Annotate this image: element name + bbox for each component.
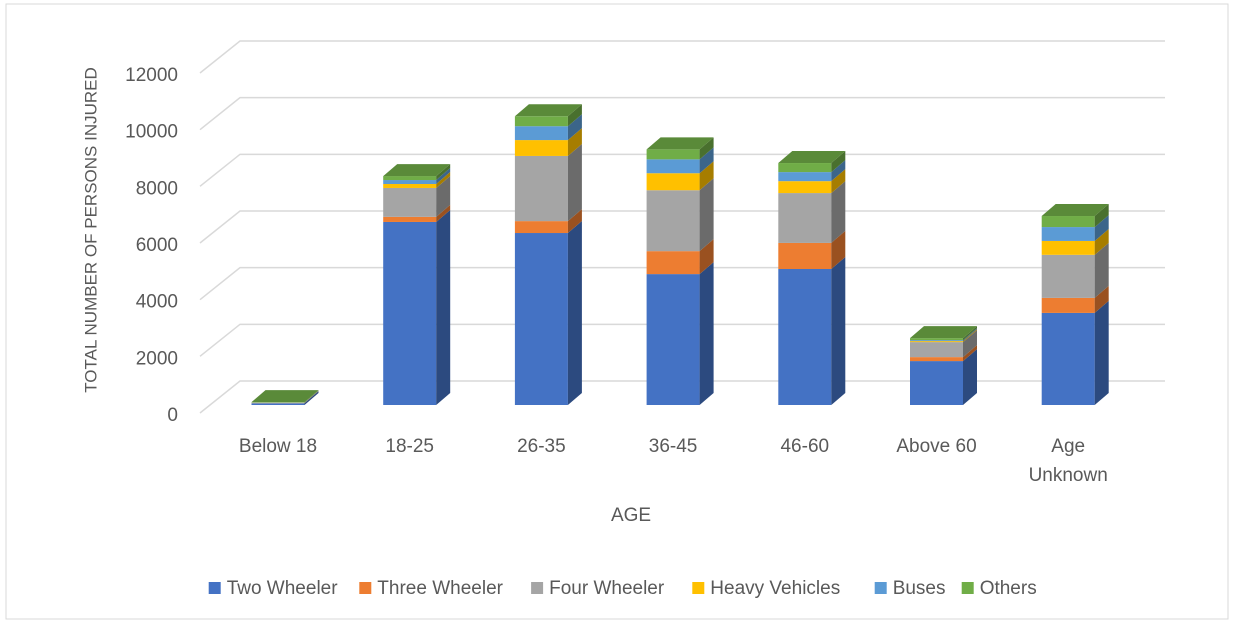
bar-front <box>647 159 700 173</box>
bar-front <box>647 190 700 251</box>
bar-front <box>647 274 700 405</box>
bar-front <box>383 184 436 188</box>
legend-label: Two Wheeler <box>227 578 339 599</box>
bar-front <box>778 243 831 269</box>
x-tick-label: 18-25 <box>385 436 434 457</box>
bar-front <box>778 181 831 193</box>
legend-label: Four Wheeler <box>549 578 665 599</box>
x-tick-label: Above 60 <box>896 436 976 457</box>
bar-side <box>436 210 450 405</box>
bar-front <box>1042 227 1095 241</box>
bar-front <box>910 361 963 405</box>
legend-swatch <box>692 582 704 594</box>
y-tick-label: 0 <box>167 405 178 426</box>
legend-swatch <box>875 582 887 594</box>
legend-label: Heavy Vehicles <box>710 578 840 599</box>
bar-front <box>515 221 568 233</box>
y-tick-label: 6000 <box>136 235 178 256</box>
x-tick-label: 26-35 <box>517 436 566 457</box>
bar-front <box>252 403 305 405</box>
bar-side <box>1095 301 1109 405</box>
x-tick-label: Below 18 <box>239 436 317 457</box>
y-tick-label: 2000 <box>136 348 178 369</box>
bar-front <box>383 222 436 405</box>
bar-segment <box>647 262 714 405</box>
bar-front <box>515 233 568 405</box>
bar-front <box>778 163 831 172</box>
bar-front <box>1042 298 1095 313</box>
bar-front <box>910 357 963 361</box>
y-tick-label: 4000 <box>136 292 178 313</box>
bar-front <box>383 188 436 217</box>
legend-label: Others <box>980 578 1037 599</box>
legend-swatch <box>531 582 543 594</box>
y-tick-label: 8000 <box>136 178 178 199</box>
bar-segment <box>383 210 450 405</box>
bar-front <box>778 193 831 243</box>
bar-segment <box>1042 204 1109 227</box>
x-tick-label: 46-60 <box>780 436 829 457</box>
legend-label: Three Wheeler <box>377 578 503 599</box>
legend-swatch <box>359 582 371 594</box>
bar-front <box>910 340 963 341</box>
y-tick-label: 12000 <box>125 65 178 86</box>
bar-side <box>568 144 582 221</box>
x-tick-label: 36-45 <box>649 436 698 457</box>
bar-side <box>831 257 845 405</box>
bar-side <box>568 221 582 405</box>
bar-front <box>1042 255 1095 298</box>
bar-front <box>647 251 700 274</box>
y-tick-label: 10000 <box>125 122 178 143</box>
bar-front <box>1042 313 1095 405</box>
bar-front <box>1042 241 1095 255</box>
bar-front <box>383 180 436 184</box>
bar-side <box>700 262 714 405</box>
bar-front <box>778 172 831 181</box>
x-tick-label-line: Unknown <box>1029 465 1108 486</box>
bar-front <box>647 149 700 159</box>
bar-front <box>647 173 700 190</box>
bar-side <box>700 178 714 251</box>
legend-swatch <box>209 582 221 594</box>
bar-segment <box>1042 301 1109 405</box>
bar-front <box>910 338 963 340</box>
y-axis-title: TOTAL NUMBER OF PERSONS INJURED <box>81 67 100 393</box>
bar-front <box>515 156 568 221</box>
bar-segment <box>778 257 845 405</box>
bar-front <box>383 176 436 180</box>
bar-front <box>383 217 436 222</box>
bar-front <box>515 140 568 156</box>
bar-front <box>778 269 831 405</box>
bar-front <box>515 126 568 140</box>
x-tick-label-line: Age <box>1051 436 1085 457</box>
bar-front <box>910 341 963 342</box>
bar-front <box>1042 216 1095 227</box>
bar-front <box>910 342 963 357</box>
legend-swatch <box>962 582 974 594</box>
x-axis-title: AGE <box>611 505 651 526</box>
bar-front <box>515 116 568 126</box>
legend-label: Buses <box>893 578 946 599</box>
bar-segment <box>515 221 582 405</box>
